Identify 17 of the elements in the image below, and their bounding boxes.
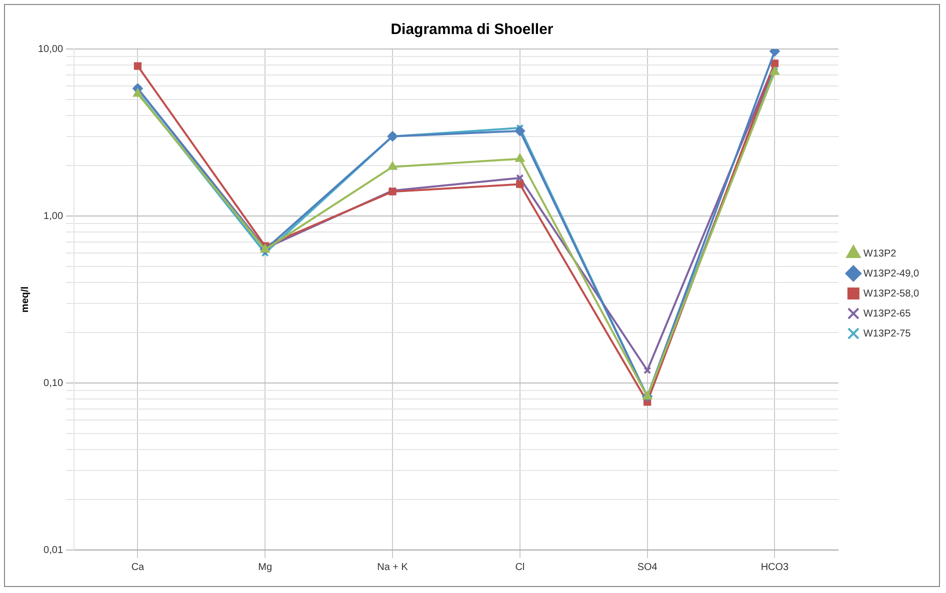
y-tick-label: 0,10 (44, 378, 64, 389)
y-tick-label: 0,01 (44, 544, 64, 556)
y-tick-label: 10,00 (38, 44, 64, 55)
x-tick-label: Cl (515, 562, 525, 573)
legend-label: W13P2 (863, 248, 897, 260)
x-tick-label: HCO3 (760, 562, 790, 573)
y-axis-title: meq/l (20, 286, 31, 313)
y-tick-label: 1,00 (44, 210, 64, 222)
legend-label: W13P2-49,0 (863, 268, 920, 280)
x-tick-label: Ca (131, 562, 145, 573)
x-tick-label: SO4 (637, 562, 658, 573)
legend-label: W13P2-75 (863, 328, 912, 340)
x-tick-label: Na + K (377, 562, 408, 573)
x-tick-label: Mg (258, 562, 272, 573)
chart-title: Diagramma di Shoeller (390, 21, 554, 38)
legend-label: W13P2-65 (863, 308, 912, 320)
legend-label: W13P2-58,0 (863, 288, 920, 300)
